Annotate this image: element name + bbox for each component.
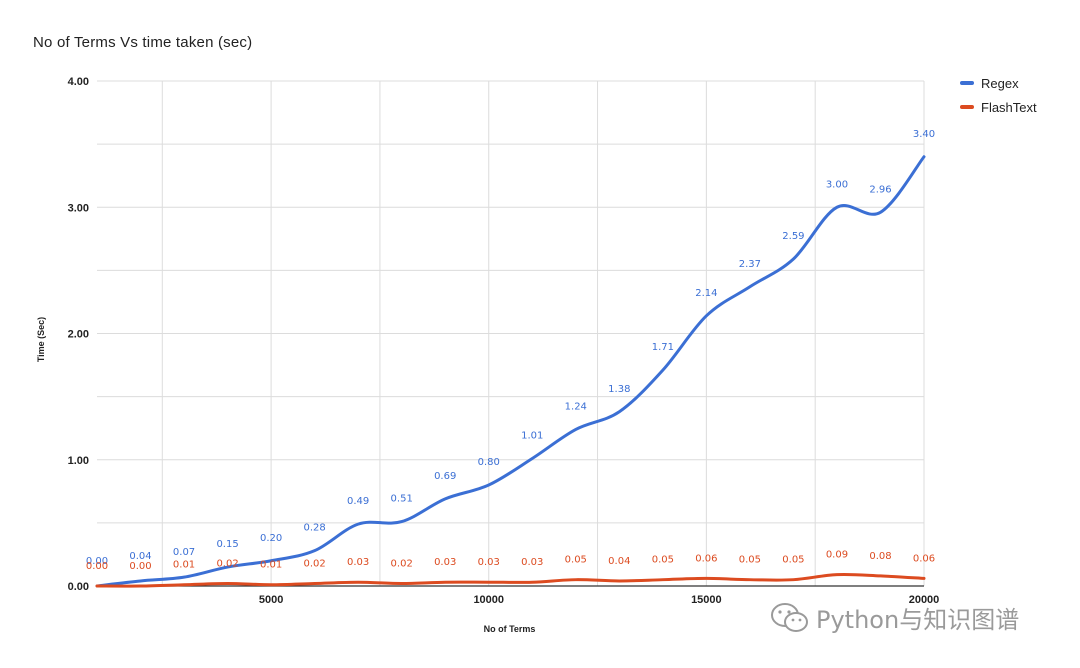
data-label-regex: 2.96 xyxy=(869,184,891,195)
data-label-flashtext: 0.02 xyxy=(391,558,413,569)
data-label-regex: 1.01 xyxy=(521,430,543,441)
data-label-regex: 3.40 xyxy=(913,129,935,140)
data-label-flashtext: 0.05 xyxy=(652,555,674,566)
data-labels: 0.00 0.04 0.070.150.200.280.49 0.510.690.80… xyxy=(86,129,935,572)
y-axis-title: Time (Sec) xyxy=(36,317,46,362)
wechat-icon xyxy=(771,602,808,632)
data-label-flashtext: 0.01 xyxy=(260,560,282,571)
watermark-text: Python与知识图谱 xyxy=(816,606,1020,634)
data-label-flashtext: 0.03 xyxy=(478,557,500,568)
y-tick-label: 0.00 xyxy=(68,581,89,593)
data-label-regex: 0.00 xyxy=(86,556,108,567)
data-label-regex: 0.69 xyxy=(434,471,456,482)
data-label-regex: 1.24 xyxy=(565,401,587,412)
data-label-flashtext: 0.06 xyxy=(695,553,717,564)
data-label-flashtext: 0.03 xyxy=(347,557,369,568)
data-label-regex: 1.38 xyxy=(608,384,630,395)
series-line-regex xyxy=(95,155,926,588)
data-label-regex: 0.07 xyxy=(173,547,195,558)
data-label-flashtext: 0.02 xyxy=(216,558,238,569)
series-lines xyxy=(95,155,926,588)
data-label-regex: 0.15 xyxy=(216,539,238,550)
y-tick-label: 2.00 xyxy=(68,329,89,341)
data-label-flashtext: 0.05 xyxy=(565,555,587,566)
legend-label-regex: Regex xyxy=(981,76,1019,91)
x-tick-label: 15000 xyxy=(691,594,722,606)
data-label-flashtext: 0.09 xyxy=(826,550,848,561)
data-label-regex: 0.20 xyxy=(260,533,282,544)
x-tick-label: 5000 xyxy=(259,594,283,606)
data-label-regex: 1.71 xyxy=(652,342,674,353)
data-label-regex: 0.51 xyxy=(391,494,413,505)
series-line-flashtext xyxy=(95,572,926,588)
data-label-flashtext: 0.01 xyxy=(173,560,195,571)
data-label-flashtext: 0.08 xyxy=(869,551,891,562)
data-label-regex: 2.37 xyxy=(739,259,761,270)
y-tick-label: 3.00 xyxy=(68,202,89,214)
data-label-flashtext: 0.05 xyxy=(739,555,761,566)
legend[interactable]: Regex FlashText xyxy=(960,76,1037,115)
data-label-flashtext: 0.03 xyxy=(434,557,456,568)
data-label-regex: 2.14 xyxy=(695,288,717,299)
data-label-regex: 2.59 xyxy=(782,231,804,242)
data-label-regex: 0.80 xyxy=(478,457,500,468)
grid-lines xyxy=(97,80,925,586)
y-tick-label: 1.00 xyxy=(68,455,89,467)
data-label-regex: 0.28 xyxy=(303,523,325,534)
legend-label-flashtext: FlashText xyxy=(981,100,1037,115)
data-label-flashtext: 0.03 xyxy=(521,557,543,568)
data-label-flashtext: 0.02 xyxy=(303,558,325,569)
x-axis-title: No of Terms xyxy=(484,624,536,634)
data-label-regex: 0.49 xyxy=(347,496,369,507)
data-label-flashtext: 0.05 xyxy=(782,555,804,566)
data-label-flashtext: 0.04 xyxy=(608,556,630,567)
data-label-flashtext: 0.00 xyxy=(129,561,151,572)
data-label-regex: 3.00 xyxy=(826,179,848,190)
data-label-flashtext: 0.06 xyxy=(913,553,935,564)
data-label-regex: 0.04 xyxy=(129,551,151,562)
chart-title: No of Terms Vs time taken (sec) xyxy=(33,34,253,51)
y-tick-label: 4.00 xyxy=(68,76,89,88)
data-label-flashtext: 0.00 xyxy=(86,561,108,572)
x-tick-label: 10000 xyxy=(473,594,504,606)
watermark: Python与知识图谱 xyxy=(770,600,1019,635)
axes: 0.00 1.00 2.00 3.00 4.00 5000 10000 15000 20000 N… xyxy=(36,76,939,634)
x-tick-label: 20000 xyxy=(909,594,940,606)
